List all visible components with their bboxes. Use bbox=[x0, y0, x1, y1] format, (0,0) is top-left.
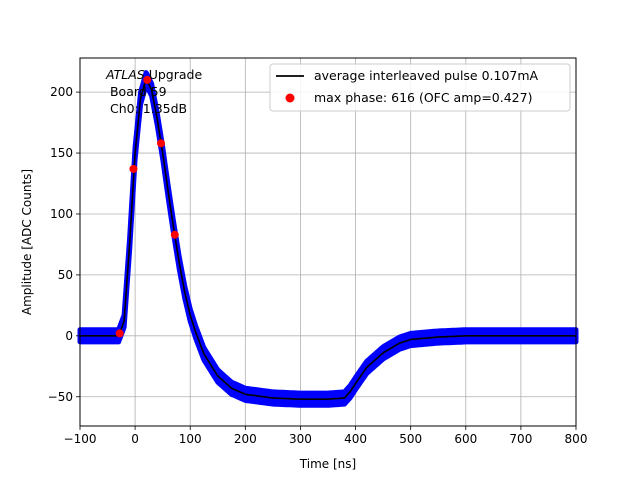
y-tick-label: 200 bbox=[50, 85, 73, 99]
annotation-line-2: Board 59 bbox=[106, 84, 167, 99]
x-tick-label: 100 bbox=[179, 432, 202, 446]
max-phase-point bbox=[170, 230, 179, 239]
plot-frame bbox=[79, 57, 577, 427]
annotation-line-1: ATLAS Upgrade bbox=[105, 67, 202, 82]
annotation-atlas: ATLAS bbox=[105, 67, 145, 82]
average-line bbox=[80, 76, 576, 401]
x-tick-label: 800 bbox=[565, 432, 588, 446]
annotation-upgrade: Upgrade bbox=[145, 67, 203, 82]
x-tick-label: 200 bbox=[234, 432, 257, 446]
x-axis-label: Time [ns] bbox=[299, 457, 356, 471]
y-tick-label: 50 bbox=[58, 268, 73, 282]
y-axis-label: Amplitude [ADC Counts] bbox=[20, 169, 34, 315]
annotation-line-3: Ch0: 1.35dB bbox=[106, 101, 187, 116]
legend: average interleaved pulse 0.107mA max ph… bbox=[269, 63, 571, 112]
y-tick-label: 150 bbox=[50, 146, 73, 160]
legend-entry-average: average interleaved pulse 0.107mA bbox=[314, 68, 539, 83]
x-tick-label: 600 bbox=[454, 432, 477, 446]
legend-entry-max-phase: max phase: 616 (OFC amp=0.427) bbox=[314, 90, 532, 105]
atlas-annotation: ATLAS Upgrade Board 59 Ch0: 1.35dB bbox=[105, 67, 202, 116]
average-pulse-line bbox=[80, 76, 576, 401]
x-tick-label: −100 bbox=[64, 432, 97, 446]
max-phase-points bbox=[115, 75, 179, 338]
x-tick-label: 300 bbox=[289, 432, 312, 446]
x-tick-label: 700 bbox=[509, 432, 532, 446]
legend-point-swatch bbox=[285, 93, 295, 103]
legend-box bbox=[269, 63, 571, 112]
max-phase-point bbox=[157, 139, 166, 148]
x-axis-ticks: −100 0 100 200 300 400 500 600 700 800 bbox=[64, 426, 588, 446]
x-tick-label: 400 bbox=[344, 432, 367, 446]
max-phase-point bbox=[115, 329, 124, 338]
y-axis-ticks: −50 0 50 100 150 200 bbox=[48, 85, 80, 404]
y-tick-label: 0 bbox=[65, 329, 73, 343]
x-tick-label: 500 bbox=[399, 432, 422, 446]
max-phase-point bbox=[129, 164, 138, 173]
max-phase-point bbox=[143, 75, 152, 84]
x-tick-label: 0 bbox=[131, 432, 139, 446]
y-tick-label: 100 bbox=[50, 207, 73, 221]
y-tick-label: −50 bbox=[48, 390, 73, 404]
